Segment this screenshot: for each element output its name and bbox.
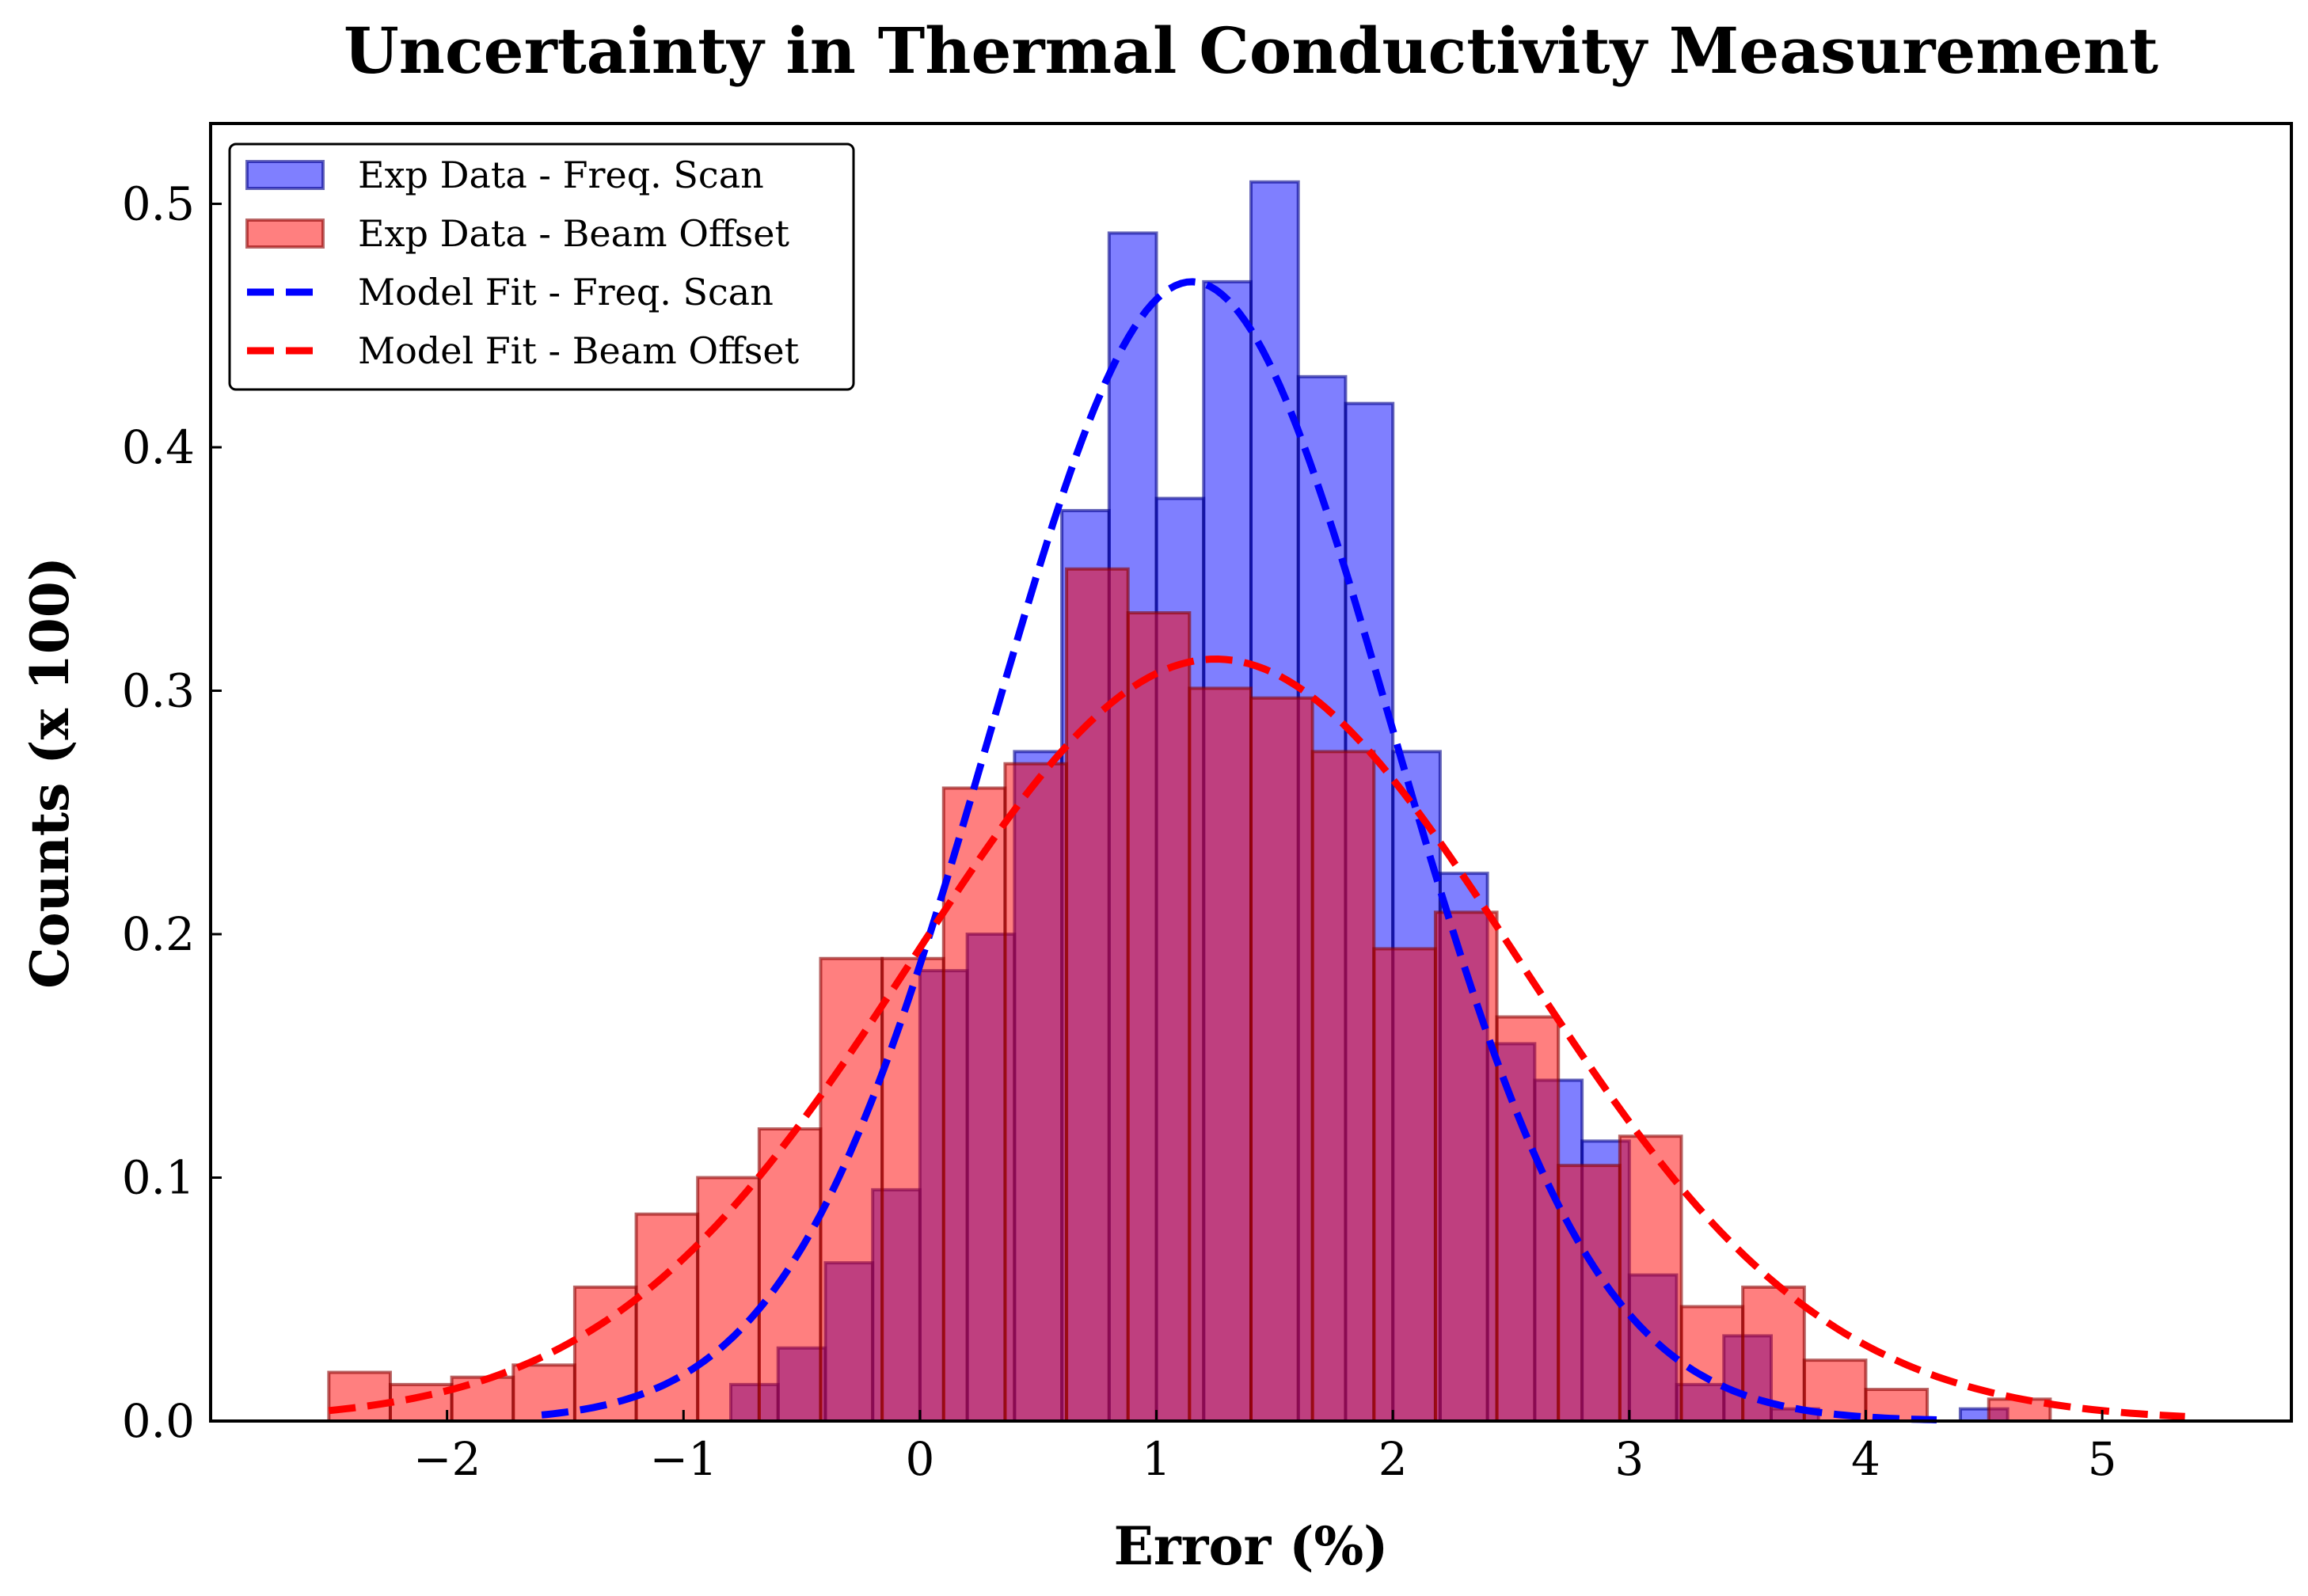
histogram-bar <box>388 1382 454 1423</box>
fit-curve-1 <box>328 655 2185 1420</box>
histogram-bar <box>880 956 945 1423</box>
y-axis: 0.0 0.1 0.2 0.3 0.4 0.5 <box>122 177 222 1448</box>
y-tick-label: 0.1 <box>122 1150 195 1204</box>
histogram-bar <box>1741 1285 1806 1423</box>
y-axis-label: Counts (x 100) <box>19 557 81 989</box>
chart-title: Uncertainty in Thermal Conductivity Meas… <box>344 13 2158 88</box>
x-axis-label: Error (%) <box>1114 1515 1389 1577</box>
legend-swatch <box>245 218 325 249</box>
y-tick-label: 0.5 <box>122 177 195 230</box>
histogram-bar <box>1188 686 1253 1423</box>
x-tick-label: 3 <box>1614 1432 1644 1486</box>
x-axis: −2 −1 0 1 2 3 4 5 <box>413 1410 2117 1486</box>
x-tick-label: 4 <box>1851 1432 1880 1486</box>
legend-items: Exp Data - Freq. Scan Exp Data - Beam Off… <box>245 154 800 372</box>
histogram-bar <box>1003 762 1069 1423</box>
histogram-bar <box>1372 947 1437 1423</box>
legend-label: Exp Data - Freq. Scan <box>358 154 764 196</box>
histogram-bar <box>1679 1305 1745 1423</box>
y-tick-label: 0.4 <box>122 420 195 474</box>
legend-label: Model Fit - Freq. Scan <box>358 271 774 314</box>
x-tick-label: 0 <box>905 1432 934 1486</box>
x-tick-label: 5 <box>2088 1432 2117 1486</box>
histogram-bar <box>327 1370 392 1423</box>
histogram-bar <box>1126 611 1192 1423</box>
histogram-bar <box>1249 696 1314 1423</box>
histogram-bar <box>1310 750 1376 1423</box>
y-tick-label: 0.0 <box>122 1394 195 1448</box>
plot-frame <box>209 122 2293 1423</box>
histogram-bar <box>696 1176 761 1423</box>
histogram-bar <box>634 1212 700 1423</box>
legend-swatch <box>245 160 325 190</box>
y-tick-label: 0.2 <box>122 907 195 961</box>
legend-label: Exp Data - Beam Offset <box>358 212 790 255</box>
x-tick-label: −1 <box>650 1432 718 1486</box>
fit-curve-0 <box>541 278 1937 1423</box>
histogram-bar <box>941 786 1007 1423</box>
x-tick-label: −2 <box>413 1432 481 1486</box>
x-tick-label: 1 <box>1142 1432 1171 1486</box>
histogram-bar <box>757 1127 823 1423</box>
y-tick-label: 0.3 <box>122 663 195 717</box>
legend-frame <box>228 142 855 391</box>
histogram-bar <box>1987 1397 2052 1423</box>
histogram-bar <box>1433 910 1499 1423</box>
legend: Exp Data - Freq. Scan Exp Data - Beam Off… <box>228 142 855 391</box>
legend-label: Model Fit - Beam Offset <box>358 329 800 372</box>
x-tick-label: 2 <box>1378 1432 1408 1486</box>
